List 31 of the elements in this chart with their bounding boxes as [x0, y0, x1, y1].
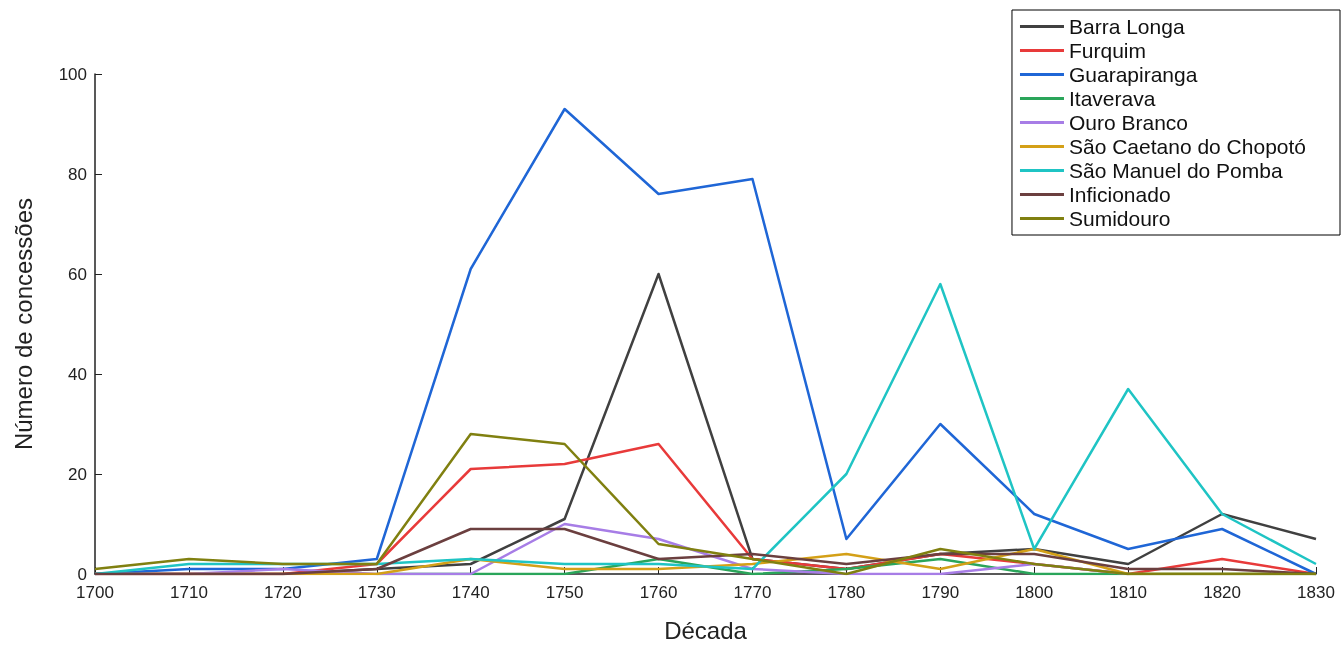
legend-label: Guarapiranga [1068, 63, 1198, 86]
legend-label: Itaverava [1068, 87, 1156, 110]
y-tick-label: 60 [68, 264, 87, 284]
legend-label: Inficionado [1068, 183, 1171, 206]
y-tick-label: 0 [77, 564, 87, 584]
x-tick-label: 1800 [1015, 583, 1054, 602]
x-tick-label: 1790 [921, 583, 960, 602]
y-tick-label: 40 [68, 364, 87, 384]
x-tick-label: 1700 [76, 583, 114, 602]
x-tick-label: 1810 [1109, 583, 1148, 602]
legend-label: Barra Longa [1068, 15, 1185, 38]
legend-label: Sumidouro [1068, 207, 1171, 230]
legend-label: São Caetano do Chopotó [1068, 135, 1307, 158]
x-axis-title: Década [664, 616, 748, 644]
y-tick-label: 80 [68, 164, 87, 184]
x-tick-label: 1750 [545, 583, 584, 602]
x-tick-label: 1710 [170, 583, 208, 602]
legend-label: Furquim [1068, 39, 1147, 62]
legend-label: São Manuel do Pomba [1068, 159, 1283, 182]
y-tick-label: 100 [58, 64, 87, 84]
x-tick-label: 1740 [451, 583, 490, 602]
x-tick-label: 1720 [263, 583, 302, 602]
x-tick-label: 1830 [1297, 583, 1335, 602]
legend-label: Ouro Branco [1068, 111, 1189, 134]
x-tick-label: 1780 [827, 583, 866, 602]
x-tick-label: 1820 [1203, 583, 1241, 602]
x-tick-label: 1730 [357, 583, 396, 602]
x-tick-label: 1770 [733, 583, 772, 602]
y-axis-title: Número de concessões [9, 197, 37, 451]
x-tick-label: 1760 [639, 583, 678, 602]
y-tick-label: 20 [68, 464, 87, 484]
